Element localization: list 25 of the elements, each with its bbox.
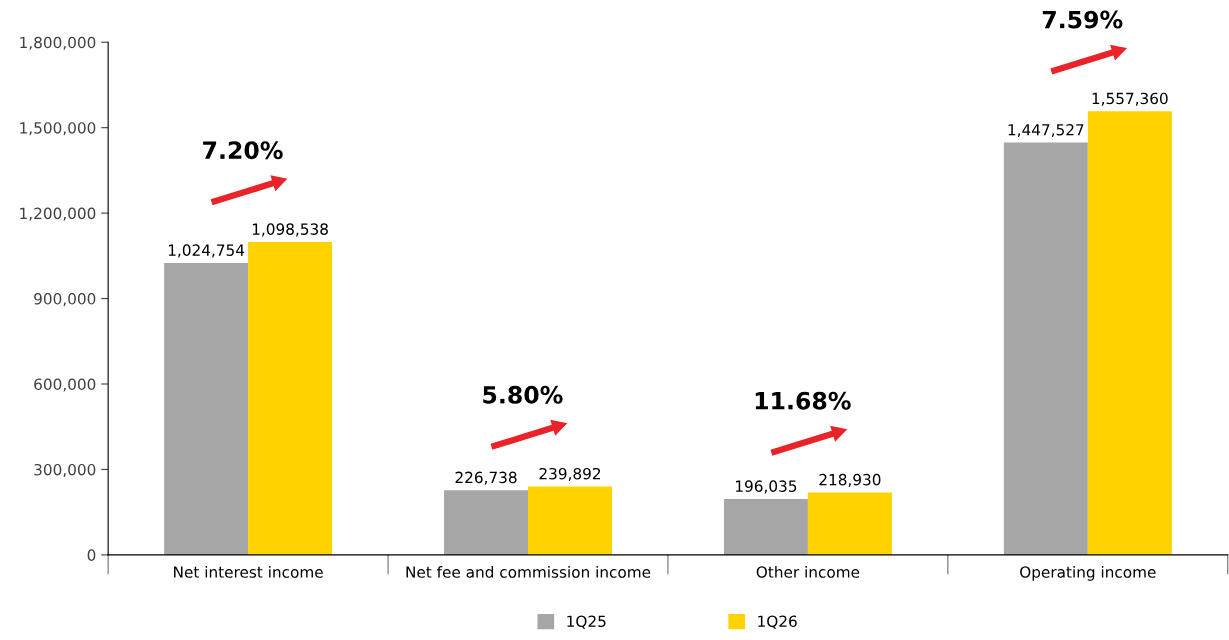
text: 7.59%: [1042, 10, 1123, 29]
y-tick-label: 300,000: [34, 463, 96, 478]
x-tick-label: Operating income: [1020, 565, 1156, 581]
annotation: 7.20%: [203, 141, 283, 160]
y-tick-label: 1,200,000: [20, 207, 96, 221]
x-tick-label: Net interest income: [174, 565, 323, 578]
text: 1,024,754: [168, 244, 245, 258]
text: 1,447,527: [1008, 123, 1084, 138]
text: 226,738: [455, 471, 517, 485]
text: 1,557,360: [1092, 92, 1168, 106]
text: 196,035: [736, 480, 797, 494]
text: 1,098,538: [252, 223, 328, 237]
annotation: 5.80%: [483, 385, 563, 404]
y-tick-label: 1,500,000: [20, 122, 96, 136]
text: 239,892: [539, 467, 601, 481]
legend-label: 1Q25: [567, 615, 606, 629]
annotation: 11.68%: [755, 391, 851, 410]
y-tick-label: 0: [87, 549, 96, 561]
y-tick-label: 600,000: [34, 378, 96, 392]
y-tick-label: 900,000: [34, 293, 96, 307]
x-tick-label: Net fee and commission income: [406, 565, 651, 578]
y-tick-label: 1,800,000: [20, 36, 96, 50]
text: 218,930: [819, 473, 881, 487]
legend-label: 1Q26: [758, 615, 797, 629]
x-tick-label: Other income: [756, 565, 860, 578]
